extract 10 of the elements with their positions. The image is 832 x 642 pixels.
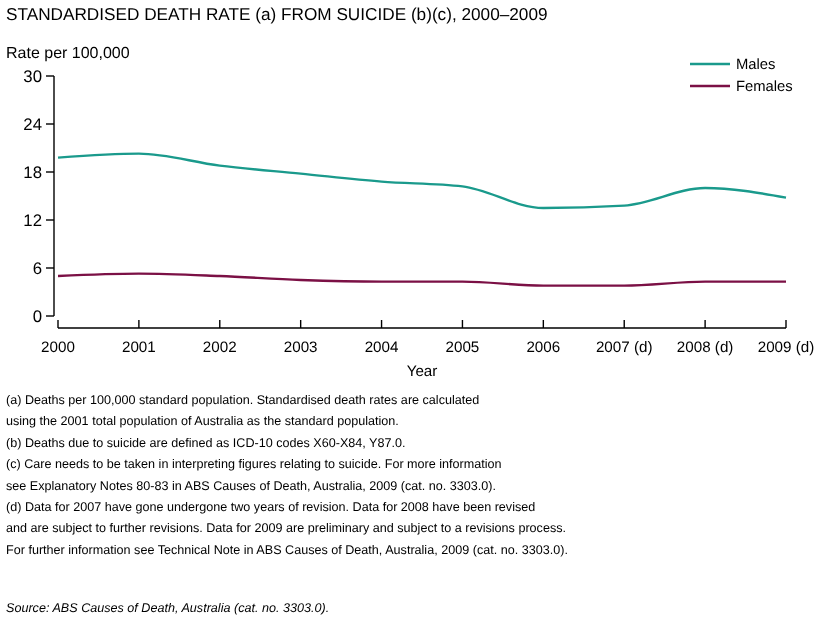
- line-series: [56, 272, 788, 287]
- y-tick-label: 18: [23, 161, 43, 182]
- y-tick-label: 30: [23, 65, 43, 86]
- line-series: [56, 152, 788, 210]
- chart-title: STANDARDISED DEATH RATE (a) FROM SUICIDE (b)(c), 2000–2009: [6, 4, 548, 24]
- y-axis-title: Rate per 100,000: [6, 44, 131, 62]
- y-tick-label: 0: [32, 305, 43, 326]
- y-tick-label: 12: [23, 209, 43, 230]
- y-tick-label: 24: [23, 113, 43, 134]
- y-tick-label: 6: [32, 257, 43, 278]
